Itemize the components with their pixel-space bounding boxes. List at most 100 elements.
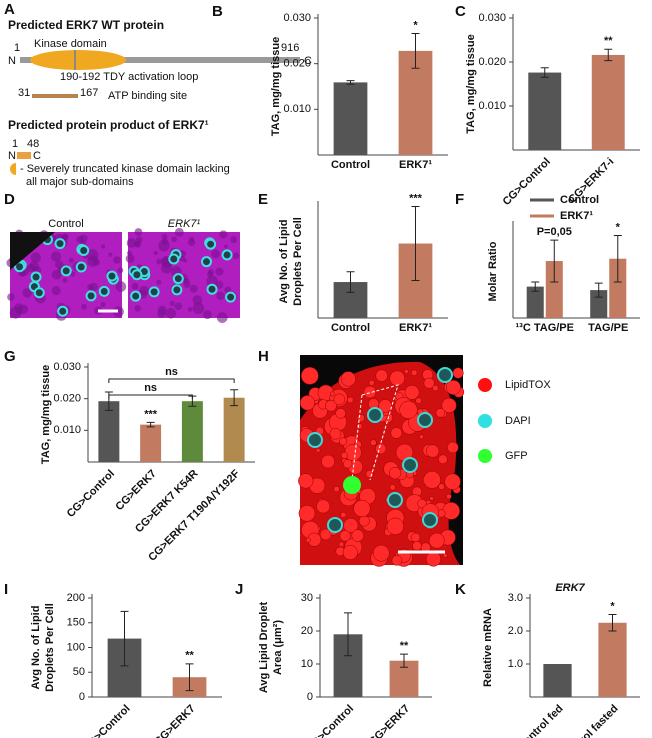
x-tick-label: CG>ERK7 — [113, 468, 158, 513]
droplet — [441, 397, 457, 413]
droplets — [298, 367, 465, 567]
droplet — [305, 537, 311, 543]
droplet — [330, 391, 335, 397]
tissue-edge — [10, 232, 55, 270]
droplet — [410, 532, 421, 543]
y-axis-label: Droplets Per Cell — [292, 217, 304, 306]
significance: *** — [409, 192, 423, 204]
panel-letter: B — [212, 3, 223, 20]
position: 48 — [27, 138, 39, 150]
nucleus — [57, 305, 69, 317]
droplet — [435, 408, 446, 418]
droplet — [389, 484, 396, 491]
droplet — [356, 423, 363, 430]
title: Predicted ERK7 WT protein — [8, 18, 164, 32]
legend-swatch — [478, 414, 492, 428]
droplet — [68, 257, 74, 264]
droplet — [325, 399, 337, 412]
droplet — [363, 385, 377, 399]
droplet — [429, 496, 434, 501]
droplet — [445, 380, 461, 395]
droplet — [30, 252, 41, 263]
nucleus — [327, 517, 343, 533]
droplet — [192, 302, 205, 315]
droplet — [342, 544, 358, 560]
image-label: Control — [48, 218, 83, 230]
droplet — [390, 427, 403, 439]
legend-swatch — [478, 449, 492, 463]
nucleus — [14, 261, 26, 273]
error-bar — [344, 612, 352, 657]
droplet — [62, 277, 68, 283]
nucleus — [225, 291, 237, 303]
error-bar — [230, 389, 239, 407]
droplet — [316, 499, 331, 514]
droplet — [425, 551, 442, 567]
droplet — [55, 260, 64, 269]
y-tick-label: 200 — [67, 592, 85, 604]
c-terminus: C — [304, 55, 312, 67]
droplet — [299, 395, 316, 411]
kinase-domain — [30, 50, 126, 70]
error-bar — [594, 282, 603, 298]
nucleus — [98, 285, 110, 297]
droplet — [192, 295, 203, 305]
significance: ** — [604, 35, 613, 47]
droplet — [438, 454, 448, 465]
droplet — [368, 379, 375, 386]
droplet — [428, 532, 445, 549]
significance: * — [616, 221, 621, 233]
droplet — [432, 384, 439, 392]
droplet — [389, 370, 405, 387]
comparison-bracket — [108, 394, 193, 399]
droplet — [386, 517, 404, 535]
y-tick-label: 100 — [67, 641, 85, 653]
droplet — [187, 239, 196, 247]
droplet — [447, 441, 459, 454]
droplet — [224, 286, 232, 294]
droplet — [415, 397, 422, 404]
droplet — [333, 485, 340, 493]
panel-letter: D — [4, 191, 15, 208]
panel-letter: J — [235, 581, 243, 598]
comparison-label: ns — [165, 366, 178, 378]
droplet — [216, 291, 225, 301]
nucleus — [33, 287, 45, 299]
droplet — [351, 529, 364, 542]
panel-letter: G — [4, 348, 16, 365]
nucleus — [307, 432, 323, 448]
title: Predicted protein product of ERK7¹ — [8, 118, 209, 132]
droplet — [76, 235, 84, 244]
droplet — [171, 236, 177, 243]
droplet — [298, 473, 314, 489]
y-axis-label: Avg No. of Lipid — [30, 606, 42, 690]
droplet — [215, 267, 224, 276]
nucleus — [75, 261, 87, 273]
x-tick-label: TAG/PE — [588, 322, 628, 334]
droplet — [169, 300, 175, 307]
significance: * — [610, 600, 615, 612]
droplet — [423, 377, 435, 389]
error-bar — [346, 80, 355, 85]
droplet — [50, 251, 62, 262]
droplet — [7, 293, 15, 301]
legend-swatch — [478, 378, 492, 392]
error-bar — [550, 239, 559, 283]
droplet — [135, 236, 143, 243]
droplet — [115, 281, 127, 292]
n-terminus: N — [8, 150, 16, 162]
x-tick-label: ¹³C TAG/PE — [516, 322, 574, 334]
y-tick-label: 1.0 — [508, 658, 523, 670]
gfp-nucleus — [343, 476, 361, 494]
nucleus — [171, 284, 183, 296]
y-tick-label: 0.010 — [478, 100, 506, 112]
error-bar — [411, 33, 420, 69]
nucleus — [402, 457, 418, 473]
position: 31 — [18, 87, 30, 99]
droplet — [333, 393, 346, 406]
nucleus — [106, 270, 118, 282]
bar — [526, 286, 544, 318]
droplet — [419, 434, 424, 440]
error-bar — [604, 48, 613, 62]
